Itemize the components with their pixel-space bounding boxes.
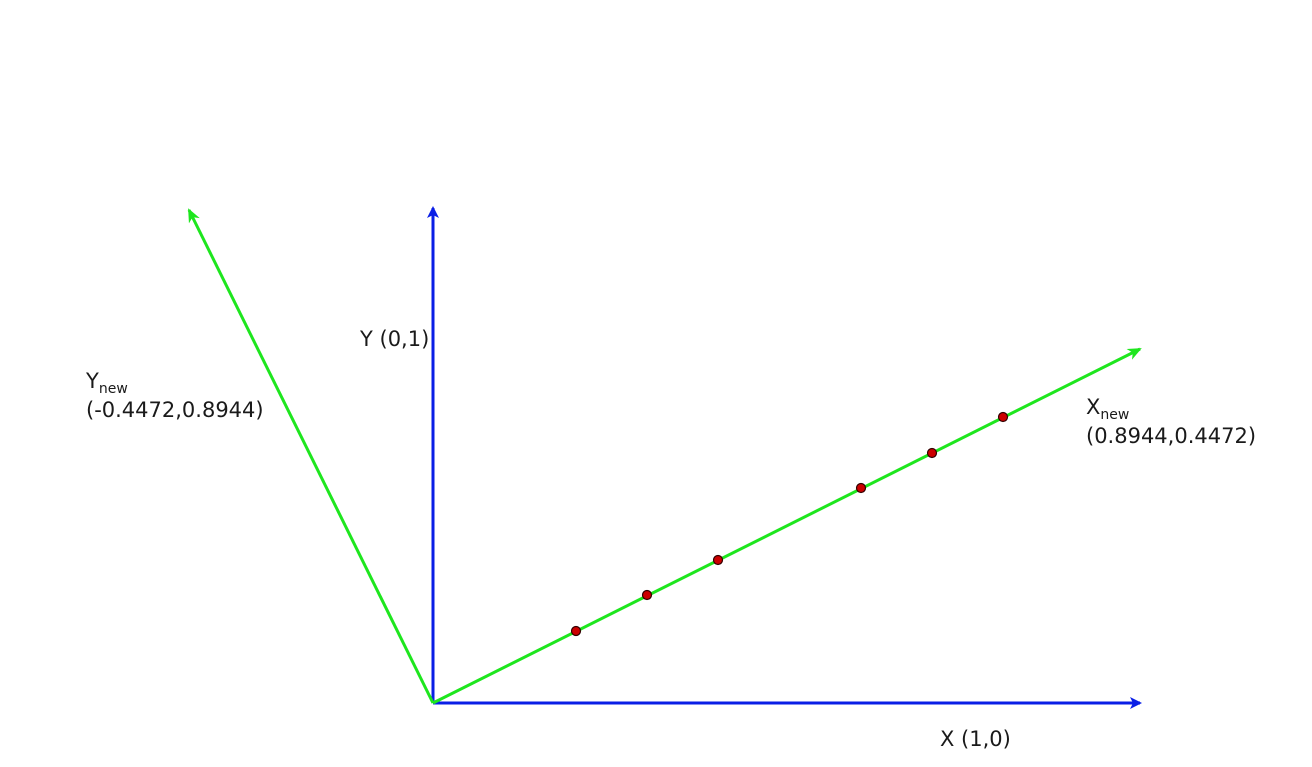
data-point: [712, 554, 724, 566]
data-point: [641, 589, 653, 601]
data-point: [997, 411, 1009, 423]
y-axis-label: Y (0,1): [360, 327, 430, 351]
x-new-label-sub: new: [1100, 407, 1130, 423]
data-point: [855, 482, 867, 494]
y-new-label-sub: new: [98, 381, 128, 397]
x-new-label-main: X: [1086, 395, 1101, 419]
x-new-axis-line: [432, 347, 1142, 705]
y-new-axis-line: [187, 208, 435, 704]
data-point: [926, 447, 938, 459]
points-on-x-new: [570, 411, 1009, 637]
x-new-label: Xnew: [1086, 395, 1130, 423]
x-new-coords: (0.8944,0.4472): [1086, 424, 1257, 448]
x-axis-label: X (1,0): [940, 727, 1011, 751]
data-point: [570, 625, 582, 637]
y-new-label: Ynew: [86, 369, 128, 397]
y-new-coords: (-0.4472,0.8944): [86, 398, 264, 422]
y-new-label-main: Y: [86, 369, 99, 393]
